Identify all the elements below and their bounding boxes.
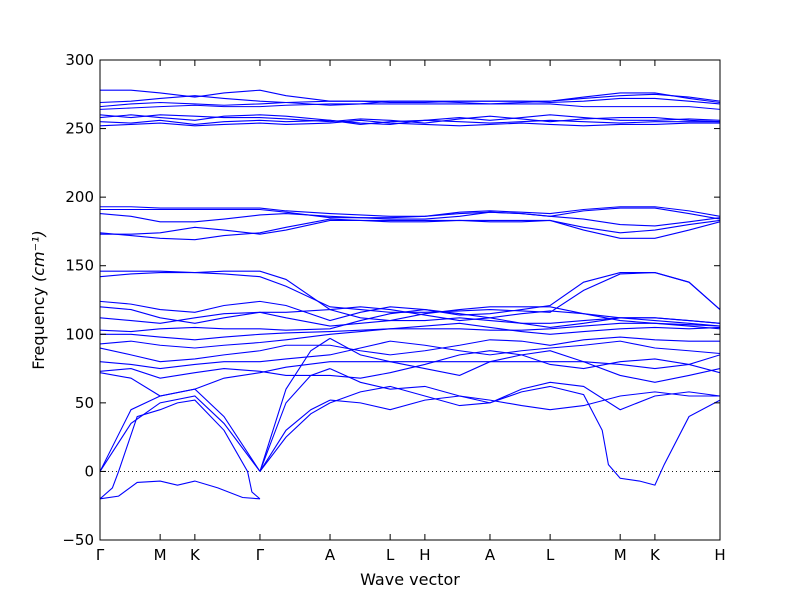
x-tick-label: Γ: [256, 546, 265, 564]
band-line-1: [100, 480, 261, 500]
y-tick-label: 150: [65, 257, 94, 275]
band-line-24: [100, 270, 720, 324]
axes: −50 0 50 100 150 200 250 300 Γ M K Γ A L H A L M K H: [62, 51, 725, 564]
band-line-11: [329, 368, 720, 411]
x-tick-label: L: [386, 546, 395, 564]
band-line-13: [100, 361, 720, 397]
band-line-9: [329, 385, 720, 486]
y-tick-label: 300: [65, 51, 94, 69]
y-tick-label: −50: [62, 531, 94, 549]
band-line-32: [100, 114, 720, 126]
band-line-10: [329, 391, 720, 411]
x-tick-label: L: [546, 546, 555, 564]
band-line-14: [100, 350, 720, 379]
x-tick-label: H: [419, 546, 430, 564]
band-line-7: [259, 368, 331, 472]
x-tick-label: Γ: [96, 546, 105, 564]
band-line-29: [100, 207, 720, 220]
band-line-18: [100, 322, 720, 341]
y-axis-label-unit: (cm⁻¹): [29, 230, 48, 282]
band-line-26: [100, 218, 720, 241]
band-line-16: [100, 336, 720, 363]
x-axis-label: Wave vector: [360, 570, 460, 589]
y-tick-label: 250: [65, 120, 94, 138]
band-line-2: [100, 399, 261, 500]
band-line-37: [100, 89, 720, 104]
band-line-15: [100, 340, 720, 370]
y-tick-label: 200: [65, 188, 94, 206]
band-line-21: [100, 306, 720, 327]
band-line-25: [100, 219, 720, 235]
band-line-8: [259, 337, 331, 472]
plot-area: [100, 89, 720, 500]
band-line-30: [100, 119, 720, 127]
band-line-28: [100, 206, 720, 217]
band-line-31: [100, 119, 720, 126]
x-tick-label: A: [485, 546, 496, 564]
x-tick-label: K: [650, 546, 661, 564]
x-tick-label: K: [190, 546, 201, 564]
band-line-5: [259, 402, 331, 472]
y-axis-label-text: Frequency: [29, 282, 48, 370]
band-line-3: [100, 395, 261, 472]
y-tick-label: 100: [65, 325, 94, 343]
band-line-6: [259, 399, 331, 472]
band-line-27: [100, 211, 720, 227]
y-tick-label: 50: [75, 394, 94, 412]
x-tick-label: M: [614, 546, 627, 564]
y-tick-label: 0: [84, 462, 94, 480]
band-line-33: [100, 114, 720, 124]
band-line-34: [100, 103, 720, 110]
band-line-17: [100, 322, 720, 349]
y-axis-label: Frequency (cm⁻¹): [29, 230, 48, 369]
band-line-22: [100, 272, 720, 322]
x-tick-label: H: [714, 546, 725, 564]
x-tick-label: A: [325, 546, 336, 564]
x-tick-label: M: [154, 546, 167, 564]
band-line-35: [100, 97, 720, 108]
plot-frame: [99, 59, 721, 541]
